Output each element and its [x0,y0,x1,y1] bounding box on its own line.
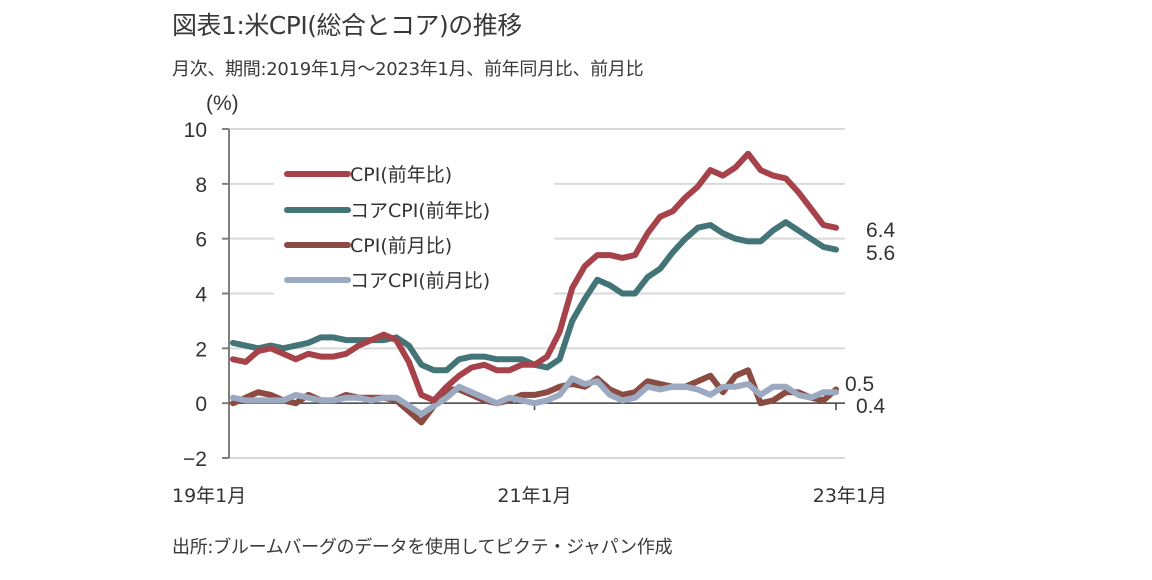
legend-label: コアCPI(前年比) [350,200,490,222]
chart-subtitle: 月次、期間:2019年1月～2023年1月、前年同月比、前月比 [172,59,644,80]
legend-label: CPI(前年比) [350,164,452,186]
y-tick-label: 4 [195,284,207,307]
legend-label: CPI(前月比) [350,235,452,257]
x-tick-label: 23年1月 [813,485,887,507]
end-value-label: 0.4 [856,395,886,418]
y-tick-label: 8 [195,174,207,197]
end-value-label: 6.4 [866,219,896,242]
series-line-3 [230,375,839,418]
y-tick-label: 2 [195,338,207,361]
legend: CPI(前年比) コアCPI(前年比) CPI(前月比) コアCPI(前月比) [274,150,554,298]
y-tick-label: 0 [195,393,207,416]
series-line-0 [230,150,839,404]
y-axis-ticks: −2 0 2 4 6 8 10 [183,119,229,471]
source-note: 出所:ブルームバーグのデータを使用してピクテ・ジャパン作成 [172,537,673,558]
x-tick-label: 19年1月 [172,485,246,507]
end-value-label: 5.6 [866,242,895,265]
y-tick-label: 6 [195,229,207,252]
x-axis-ticks: 19年1月 21年1月 23年1月 [172,403,887,507]
series-line-2 [230,367,839,426]
end-value-label: 0.5 [845,373,874,396]
series-lines [230,150,839,426]
end-labels: 6.45.6 0.50.4 [845,219,896,418]
legend-label: コアCPI(前月比) [350,270,490,292]
chart-title: 図表1:米CPI(総合とコア)の推移 [172,11,522,40]
x-tick-label: 21年1月 [497,485,571,507]
y-axis-unit-label: (%) [206,92,239,115]
y-tick-label: −2 [183,448,207,471]
y-tick-label: 10 [184,119,207,142]
